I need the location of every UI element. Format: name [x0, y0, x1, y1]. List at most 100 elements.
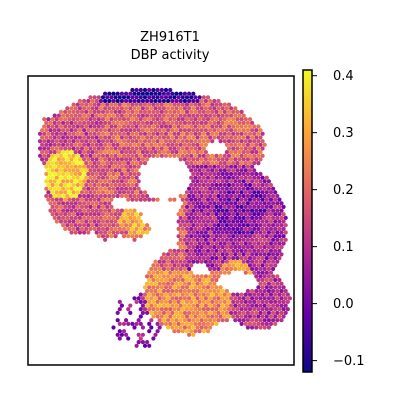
- spot: [159, 109, 164, 114]
- spot: [147, 197, 152, 202]
- spot: [155, 109, 160, 114]
- spot: [166, 150, 171, 155]
- spot: [98, 171, 103, 177]
- spot: [73, 186, 78, 191]
- spot: [170, 266, 175, 272]
- spot: [134, 146, 139, 151]
- spot: [94, 186, 99, 191]
- spot: [176, 146, 181, 151]
- spot: [65, 128, 70, 133]
- spot: [252, 263, 257, 268]
- spot: [163, 277, 169, 283]
- spot: [254, 208, 259, 213]
- spot: [145, 281, 150, 286]
- spot: [216, 223, 221, 228]
- spot: [130, 321, 135, 326]
- spot: [145, 98, 150, 104]
- spot: [239, 226, 244, 231]
- spot: [210, 175, 215, 180]
- spot: [222, 226, 227, 231]
- spot: [140, 193, 145, 199]
- spot: [203, 245, 208, 250]
- spot: [98, 179, 103, 184]
- spot: [231, 241, 236, 246]
- spot: [107, 223, 112, 228]
- spot: [170, 91, 175, 96]
- spot: [237, 266, 242, 272]
- spot: [168, 299, 173, 304]
- spot: [75, 117, 80, 122]
- spot: [121, 146, 127, 151]
- spot: [176, 270, 181, 275]
- spot: [277, 219, 282, 224]
- spot: [205, 329, 211, 334]
- spot: [256, 182, 261, 188]
- spot: [176, 212, 181, 217]
- spot: [176, 292, 181, 297]
- spot: [214, 190, 219, 195]
- spot: [231, 292, 236, 297]
- spot: [161, 266, 166, 272]
- spot: [67, 109, 72, 114]
- spot: [132, 215, 137, 220]
- spot: [138, 124, 143, 129]
- spot: [174, 98, 179, 104]
- spot: [161, 135, 166, 140]
- spot: [258, 150, 263, 155]
- spot: [201, 146, 206, 151]
- spot: [184, 256, 190, 261]
- spot: [103, 164, 108, 169]
- spot: [262, 142, 267, 147]
- spot: [199, 245, 204, 250]
- spot: [58, 139, 64, 144]
- spot: [126, 234, 131, 239]
- spot: [161, 296, 166, 301]
- spot: [241, 142, 246, 147]
- spot: [182, 281, 187, 286]
- spot: [182, 296, 187, 301]
- spot: [239, 161, 244, 166]
- spot: [105, 212, 110, 217]
- spot: [283, 230, 288, 235]
- spot: [266, 179, 271, 184]
- spot: [103, 135, 108, 140]
- spot: [126, 146, 131, 151]
- spot: [145, 135, 150, 140]
- spot: [239, 139, 244, 144]
- spot: [155, 124, 160, 129]
- spot: [191, 186, 196, 191]
- spot: [163, 146, 169, 151]
- spot: [281, 292, 286, 297]
- spot: [103, 128, 108, 133]
- spot: [224, 171, 229, 177]
- spot: [105, 197, 110, 202]
- spot: [235, 182, 240, 188]
- spot: [229, 237, 234, 242]
- spot: [145, 230, 150, 235]
- spot: [260, 175, 265, 180]
- spot: [264, 234, 269, 239]
- spot: [145, 303, 150, 308]
- spot: [220, 113, 225, 118]
- spot: [111, 193, 116, 199]
- spot: [166, 135, 171, 140]
- spot: [275, 296, 280, 301]
- spot: [241, 318, 246, 323]
- spot: [231, 131, 236, 136]
- spot: [109, 182, 114, 188]
- spot: [193, 146, 198, 151]
- spot: [86, 186, 91, 191]
- spot: [252, 270, 257, 275]
- spot: [61, 164, 66, 169]
- spot: [191, 296, 196, 301]
- spot: [105, 204, 110, 209]
- spot: [235, 219, 240, 224]
- spot: [258, 281, 263, 286]
- spot: [132, 106, 137, 111]
- spot: [180, 146, 185, 151]
- spot: [273, 277, 278, 283]
- spot: [145, 340, 150, 345]
- spot: [109, 146, 114, 151]
- spot: [176, 314, 181, 319]
- spot: [235, 124, 240, 129]
